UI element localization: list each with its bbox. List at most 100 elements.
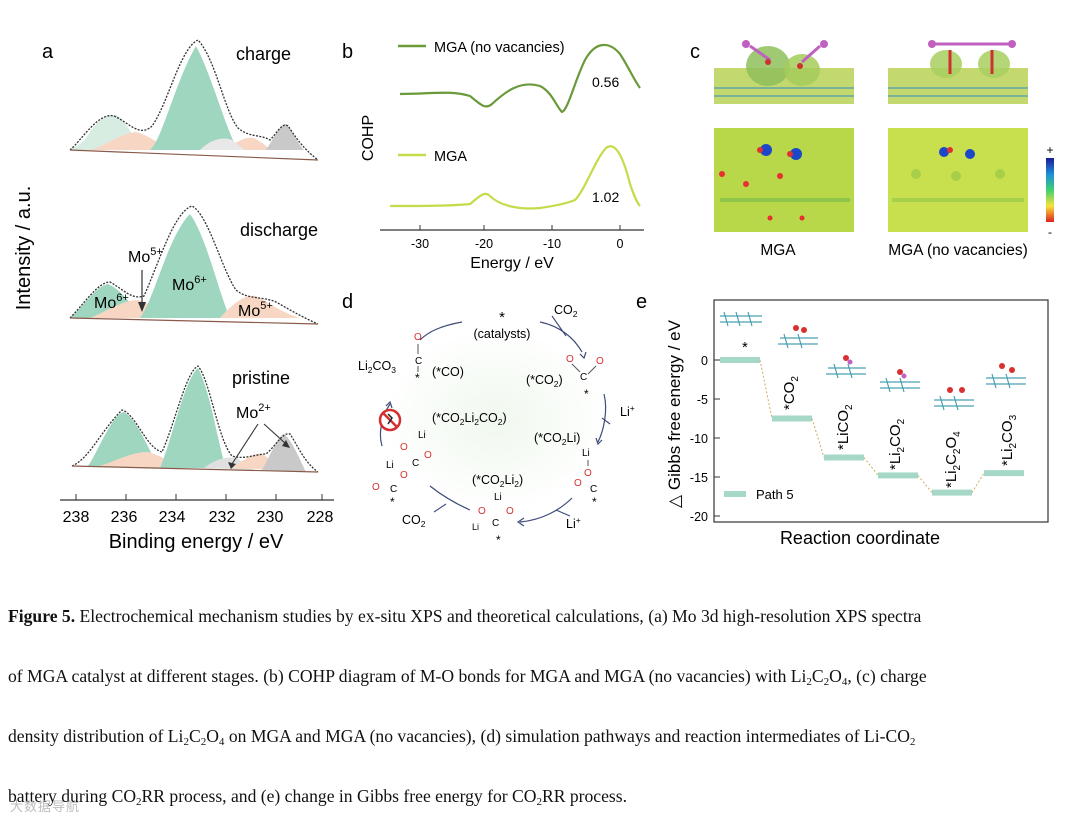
svg-text:C: C: [412, 458, 419, 469]
energy-connector: [811, 418, 825, 458]
energy-connector: [863, 457, 879, 476]
svg-text:O: O: [506, 506, 514, 517]
int-co2li: (*CO2Li): [534, 431, 580, 447]
int-co2: (*CO2): [526, 373, 563, 389]
svg-text:Li: Li: [418, 430, 426, 441]
cohp-ylabel: COHP: [360, 115, 377, 161]
panel-d-label: d: [342, 291, 353, 313]
svg-text:O: O: [372, 482, 380, 493]
int-co2li2co2: (*CO2Li2CO2): [432, 411, 507, 427]
int-co2li2: (*CO2Li2): [472, 473, 523, 489]
density-map-mga-novac: [888, 128, 1028, 232]
co2-top: CO2: [554, 303, 578, 319]
scale-minus: -: [1048, 225, 1052, 239]
density-map-mga: [714, 128, 854, 232]
panel-d: d * (catalysts) CO2 Li+ Li+ CO2 Li2CO3 (…: [342, 291, 635, 547]
energy-level: [824, 454, 864, 461]
arrow-line: [231, 423, 259, 465]
co2-bottom: CO2: [402, 513, 426, 529]
gibbs-tick: -5: [697, 393, 708, 407]
cohp-value-novac: 0.56: [592, 74, 619, 90]
xps-ylabel: Intensity / a.u.: [13, 186, 35, 311]
gibbs-yticks: 0 -5 -10 -15 -20: [690, 354, 720, 524]
xps-tick: 238: [63, 509, 90, 526]
svg-text:O: O: [414, 332, 422, 343]
baseline: [69, 149, 319, 161]
peak-fill: [200, 138, 246, 150]
li-plus-bottom: Li+: [566, 515, 581, 531]
figure-number: Figure 5.: [8, 606, 76, 626]
li2co3-label: Li2CO3: [358, 359, 396, 375]
svg-text:*: *: [415, 371, 420, 385]
energy-level: [932, 489, 972, 496]
molecule-co: O C *: [414, 332, 422, 385]
xps-ticks: 238 236 234 232 230 228: [63, 494, 333, 526]
fit-line: [71, 365, 319, 473]
arrow-head: [228, 462, 236, 469]
molecule-co2li: Li OOC*: [574, 448, 597, 509]
svg-text:*: *: [390, 495, 395, 509]
forbidden-icon: [378, 408, 402, 432]
structure-mga-novac: [888, 40, 1028, 104]
caption-line-3: density distribution of Li2C2O4 on MGA a…: [8, 726, 916, 748]
gibbs-tick: -20: [690, 510, 708, 524]
energy-level: [720, 357, 760, 363]
xps-xlabel: Binding energy / eV: [109, 531, 284, 553]
molecule-co2: OCO *: [566, 354, 604, 401]
svg-text:*: *: [496, 533, 501, 547]
gibbs-ylabel: △ Gibbs free energy / eV: [665, 319, 684, 508]
cohp-value-mga: 1.02: [592, 189, 619, 205]
svg-text:Li: Li: [386, 460, 394, 471]
baseline: [69, 317, 319, 325]
cycle-arrow: [539, 321, 583, 353]
cycle-arrow: [519, 497, 573, 523]
svg-text:O: O: [400, 442, 408, 453]
energy-connector: [917, 475, 933, 493]
svg-text:C: C: [492, 518, 499, 529]
label-mo6-left: Mo6+: [94, 292, 129, 312]
svg-text:C: C: [580, 372, 587, 383]
xps-tick: 230: [257, 509, 284, 526]
panel-c-label: c: [690, 41, 700, 63]
peak-fill: [266, 124, 304, 150]
gibbs-step-labels: * *CO2 *LiCO2 *Li2CO2 *Li2C2O4 *Li2CO3: [742, 339, 1019, 488]
energy-level: [984, 470, 1024, 477]
peak-fill: [160, 368, 226, 468]
energy-connector: [759, 359, 773, 419]
intermediate-structures: [720, 311, 1026, 411]
cohp-tick: -20: [475, 237, 493, 251]
state-charge: charge: [236, 44, 291, 64]
step-label: *Li2CO2: [887, 418, 907, 470]
svg-text:*: *: [584, 387, 589, 401]
panel-c: c: [690, 40, 1054, 259]
arrow-head: [282, 440, 290, 448]
panel-b: b COHP MGA (no vacancies) MGA 0.56 1.02 …: [342, 40, 644, 272]
map-label-mga: MGA: [760, 242, 796, 259]
energy-level: [772, 415, 812, 422]
label-mo2: Mo2+: [236, 402, 271, 422]
step-label: *Li2C2O4: [943, 431, 963, 488]
svg-text:Li: Li: [494, 492, 502, 503]
step-label: *CO2: [781, 376, 801, 410]
cycle-arrow: [429, 485, 471, 511]
panel-b-label: b: [342, 41, 353, 63]
step-label: *Li2CO3: [999, 414, 1019, 466]
legend-mga: MGA: [434, 149, 467, 165]
peak-fill: [140, 214, 230, 318]
xps-tick: 232: [209, 509, 236, 526]
state-pristine: pristine: [232, 368, 290, 388]
label-mo5-top: Mo5+: [128, 246, 163, 266]
xps-tick: 236: [111, 509, 138, 526]
state-discharge: discharge: [240, 220, 318, 240]
energy-level: [878, 472, 918, 479]
svg-text:Li: Li: [472, 522, 479, 532]
gibbs-tick: -15: [690, 471, 708, 485]
cycle-background: [384, 328, 608, 512]
label-mo6-mid: Mo6+: [172, 274, 207, 294]
molecule-co2li2: Li O OC Li *: [472, 492, 514, 547]
color-scale: [1046, 158, 1054, 222]
peak-fill: [262, 434, 306, 472]
svg-text:O: O: [424, 450, 432, 461]
int-co: (*CO): [432, 365, 464, 379]
